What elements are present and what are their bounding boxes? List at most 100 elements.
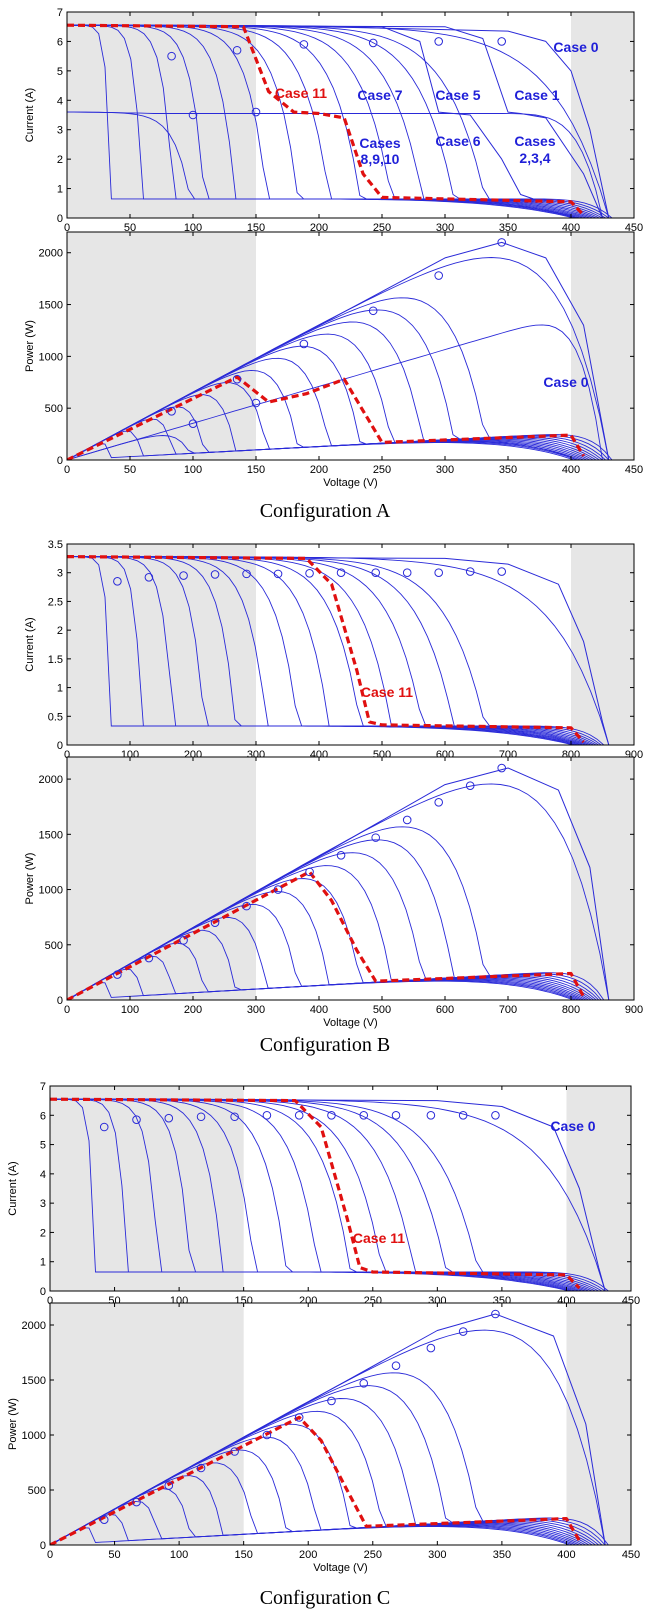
mpp-marker [273,569,283,579]
series-case-0 [67,556,610,745]
shaded-region [566,1086,631,1291]
mpp-marker [179,571,188,580]
chart-panel-1: 05010015020025030035040045001234567Volta… [24,7,643,247]
mpp-marker [434,37,444,46]
mpp-marker [242,569,251,579]
x-tick-label: 250 [373,222,391,234]
curve-family [50,1097,609,1291]
shaded-region [67,544,256,745]
mpp-marker [391,1361,401,1370]
x-tick-label: 200 [310,464,328,476]
series-case-0 [50,1313,606,1545]
y-axis-label: Current (A) [7,1161,19,1215]
mpp-marker [368,306,378,316]
x-tick-label: 200 [184,1004,202,1016]
series-case-0 [67,24,610,218]
mpp-marker [113,970,122,979]
series-case-5 [67,24,534,200]
mpp-marker [230,1112,239,1122]
curve-family [50,1309,609,1545]
case-11-curve [67,555,585,744]
shaded-region [50,1303,244,1545]
axes-frame [66,231,635,461]
case-11-curve [50,1415,581,1545]
y-tick-label: 5 [40,1140,46,1152]
mpp-marker [305,867,314,877]
mpp-marker [327,1396,336,1406]
x-tick-label: 350 [493,1549,511,1561]
y-tick-label: 0 [57,455,63,467]
x-tick-label: 250 [364,1549,382,1561]
annotation-label: Case 0 [543,374,588,390]
mpp-marker [99,1515,109,1524]
mpp-marker [299,339,309,349]
mpp-marker [327,1110,336,1120]
y-tick-label: 6 [40,1110,46,1122]
mpp-marker [99,1122,109,1132]
x-tick-label: 900 [625,1004,643,1016]
x-tick-label: 450 [622,1549,640,1561]
mpp-marker [491,1110,500,1120]
y-tick-label: 1 [40,1257,46,1269]
annotation-label: Case 1 [514,87,559,103]
mpp-marker [359,1110,369,1120]
x-tick-label: 400 [562,464,580,476]
curve-family [67,23,613,218]
mpp-marker [497,37,507,46]
y-axis-label: Power (W) [24,853,36,905]
shaded-region [571,544,634,745]
mpp-marker [251,107,261,117]
case-curve [67,111,578,218]
mpp-marker [188,419,198,429]
shaded-region [67,232,256,460]
chart-panel-6: 0 50 100 150 200 250 300 350 400 450 0 500 1000 1500 2… [7,1302,640,1574]
axes-frame [66,543,635,746]
mpp-marker [434,797,444,807]
mpp-marker [144,573,154,582]
y-tick-label: 500 [45,403,63,415]
shaded-region [50,1086,244,1291]
y-tick-label: 1000 [39,885,63,897]
x-tick-label: 200 [310,222,328,234]
curve-family [67,555,610,745]
y-axis-label: Power (W) [24,320,36,372]
case-curve [67,435,578,460]
x-tick-label: 50 [124,222,136,234]
mpp-marker [132,1497,141,1507]
axes-frame [66,11,635,219]
y-tick-label: 0 [40,1540,46,1552]
y-tick-label: 2000 [22,1320,46,1332]
x-tick-label: 0 [64,749,70,761]
x-tick-label: 400 [557,1549,575,1561]
x-tick-label: 250 [373,464,391,476]
mpp-marker [426,1110,436,1120]
y-tick-label: 7 [57,7,63,19]
x-tick-label: 150 [234,1549,252,1561]
annotation-label: Case 0 [553,39,598,55]
y-tick-label: 1500 [22,1375,46,1387]
chart-panel-4: 0 100 200 300 400 500 600 700 800 900 0 500 1000 1500… [24,756,643,1029]
mpp-marker [299,40,309,49]
annotation-label: Cases [359,135,400,151]
mpp-marker [426,1343,436,1353]
mpp-marker [164,1113,174,1123]
shaded-region [67,12,256,218]
mpp-marker [402,568,412,578]
y-axis-label: Power (W) [7,1398,19,1450]
chart-panel-3: 0 100 200 300 400 500 600 700 800 90000.511.522.5… [24,374,643,774]
y-tick-label: 0.5 [48,711,63,723]
y-tick-label: 4 [40,1169,46,1181]
x-tick-label: 100 [184,222,202,234]
y-tick-label: 0 [57,995,63,1007]
mpp-marker [113,577,122,586]
mpp-marker [336,851,346,860]
x-tick-label: 800 [562,1004,580,1016]
mpp-marker [210,918,220,927]
x-tick-label: 100 [170,1549,188,1561]
x-tick-label: 600 [436,1004,454,1016]
x-tick-label: 150 [247,222,265,234]
axes-frame [49,1085,632,1292]
y-axis-label: Current (A) [24,88,36,142]
mpp-marker [164,1481,174,1490]
x-tick-label: 50 [124,464,136,476]
